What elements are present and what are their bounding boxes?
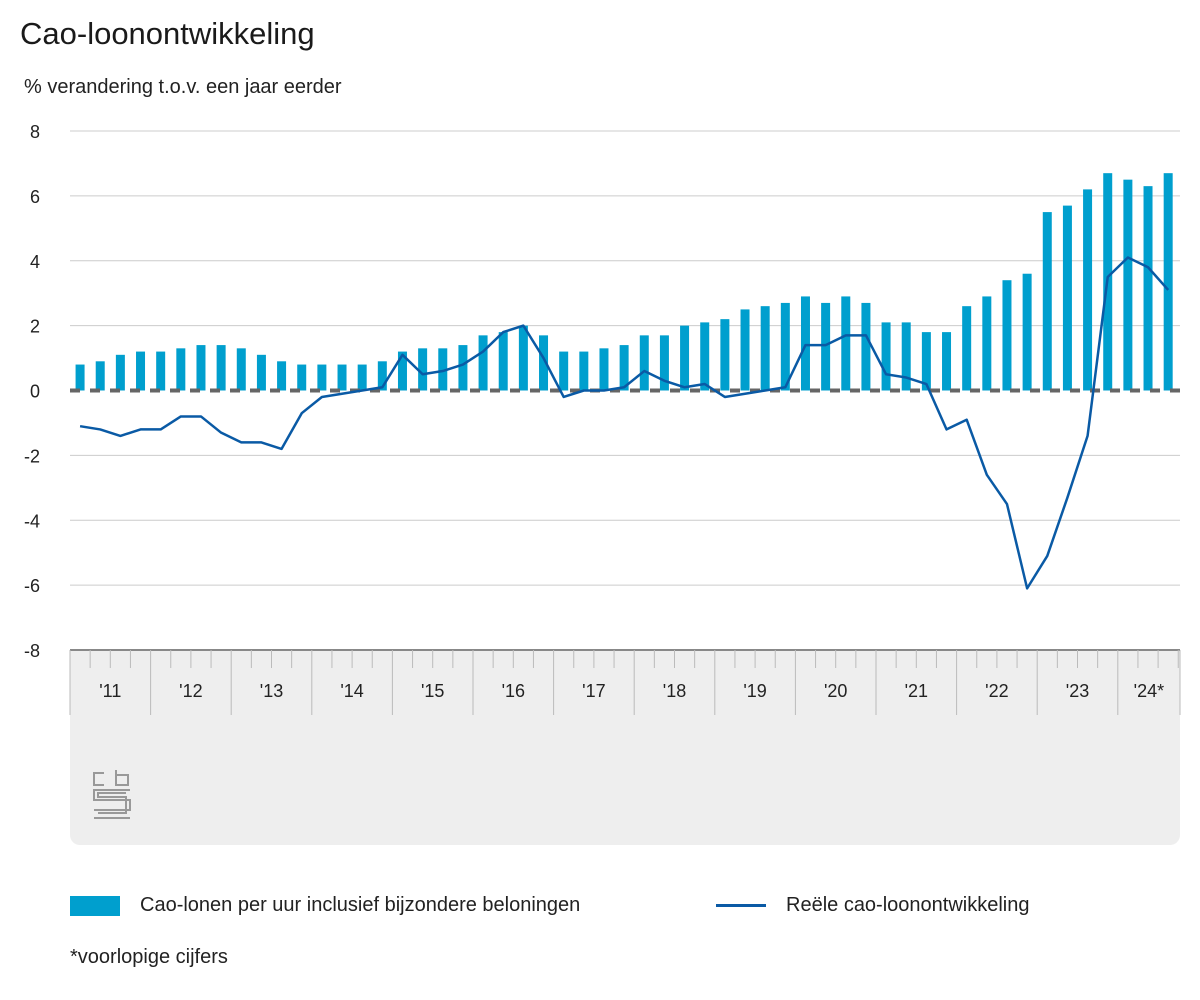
bar (861, 302, 871, 391)
bar (901, 322, 911, 391)
axis-panel (70, 650, 1180, 845)
bar (397, 351, 407, 391)
bar (337, 364, 347, 391)
bar (579, 351, 589, 391)
bar (841, 296, 851, 391)
y-axis-label: % verandering t.o.v. een jaar eerder (24, 76, 342, 98)
legend-label-line: Reële cao-loonontwikkeling (786, 894, 1030, 916)
legend-swatch-line (716, 904, 766, 907)
bar (136, 351, 146, 391)
bar (236, 348, 246, 391)
bar (1002, 280, 1012, 391)
y-tick-label: 6 (30, 187, 40, 207)
logo-c (93, 772, 104, 786)
x-tick-label: '11 (99, 681, 121, 701)
y-tick-label: -2 (24, 446, 40, 466)
bar (720, 319, 730, 391)
bar (1143, 186, 1153, 391)
logo-s (93, 789, 131, 814)
legend-item-line: Reële cao-loonontwikkeling (716, 894, 1029, 917)
bar (357, 364, 367, 391)
bar (559, 351, 569, 391)
bar (216, 345, 226, 391)
y-tick-label: -4 (24, 511, 40, 531)
axis-panel-top (70, 650, 1180, 670)
bar (1123, 179, 1133, 391)
bar (297, 364, 307, 391)
bar (1163, 173, 1173, 391)
bar (800, 296, 810, 391)
bar (458, 345, 468, 391)
bar (962, 306, 972, 391)
legend-swatch-bar (70, 895, 120, 916)
logo-b (115, 770, 129, 786)
line-series (79, 256, 1170, 590)
bar (277, 361, 287, 391)
bar (921, 332, 931, 391)
bar (680, 325, 690, 391)
x-tick-label: '17 (582, 681, 605, 701)
bar (1022, 273, 1032, 391)
bar (982, 296, 992, 391)
bar (518, 325, 528, 391)
bar (156, 351, 166, 391)
bar (821, 302, 831, 391)
bar (780, 302, 790, 391)
x-tick-label: '24* (1134, 681, 1164, 701)
bar (1042, 212, 1052, 391)
legend-item-bars: Cao-lonen per uur inclusief bijzondere b… (70, 894, 580, 917)
y-tick-label: 0 (30, 382, 40, 402)
x-tick-label: '12 (179, 681, 202, 701)
y-tick-label: 4 (30, 252, 40, 272)
bar (881, 322, 891, 391)
y-tick-label: 8 (30, 122, 40, 142)
chart-title: Cao-loonontwikkeling (20, 16, 315, 51)
bar (1062, 205, 1072, 391)
x-tick-label: '15 (421, 681, 444, 701)
bar (438, 348, 448, 391)
x-tick-label: '14 (340, 681, 363, 701)
bar (659, 335, 669, 391)
bar (619, 345, 629, 391)
bar (377, 361, 387, 391)
x-tick-label: '23 (1066, 681, 1089, 701)
chart: 8 6 4 2 0 -2 -4 -6 -8 '11 '12 '13 '14 '15 '16 '17 '18 '19… (24, 122, 1181, 845)
bar (317, 364, 327, 391)
x-tick-label: '18 (663, 681, 686, 701)
cbs-logo (93, 770, 131, 819)
bar (256, 354, 266, 391)
legend-label-bars: Cao-lonen per uur inclusief bijzondere b… (140, 894, 581, 916)
bar (740, 309, 750, 391)
x-tick-label: '19 (743, 681, 766, 701)
bar (942, 332, 952, 391)
y-tick-label: 2 (30, 317, 40, 337)
bar (639, 335, 649, 391)
bar (176, 348, 186, 391)
bar (196, 345, 206, 391)
bar (478, 335, 488, 391)
y-tick-label: -6 (24, 576, 40, 596)
x-tick-label: '20 (824, 681, 847, 701)
bar (95, 361, 105, 391)
bar (700, 322, 710, 391)
y-tick-label: -8 (24, 641, 40, 661)
bar (1083, 189, 1093, 391)
x-tick-label: '16 (502, 681, 525, 701)
bar (115, 354, 125, 391)
bar (599, 348, 609, 391)
bar (418, 348, 428, 391)
bar (75, 364, 85, 391)
bar (498, 332, 508, 391)
footnote: *voorlopige cijfers (70, 946, 228, 968)
x-tick-label: '21 (905, 681, 928, 701)
bar (760, 306, 770, 391)
x-tick-label: '13 (260, 681, 283, 701)
bar (539, 335, 549, 391)
x-tick-label: '22 (985, 681, 1008, 701)
